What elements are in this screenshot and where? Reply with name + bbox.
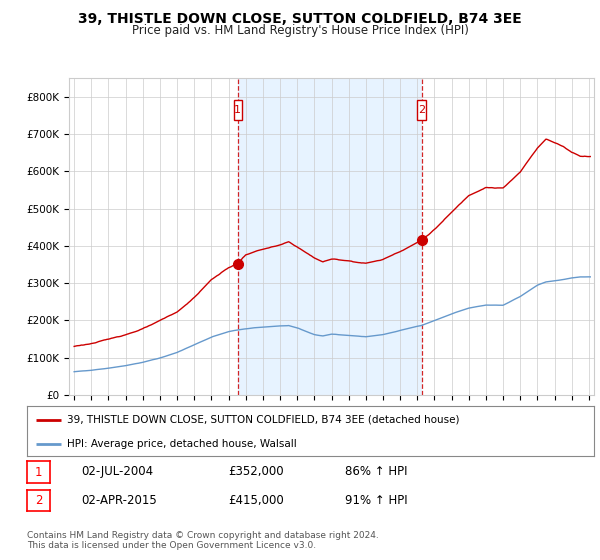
Text: 2: 2 bbox=[418, 105, 425, 115]
Text: 39, THISTLE DOWN CLOSE, SUTTON COLDFIELD, B74 3EE: 39, THISTLE DOWN CLOSE, SUTTON COLDFIELD… bbox=[78, 12, 522, 26]
FancyBboxPatch shape bbox=[417, 100, 426, 120]
FancyBboxPatch shape bbox=[233, 100, 242, 120]
Text: 91% ↑ HPI: 91% ↑ HPI bbox=[345, 493, 407, 507]
Bar bbox=[238, 78, 422, 395]
Text: HPI: Average price, detached house, Walsall: HPI: Average price, detached house, Wals… bbox=[67, 439, 296, 449]
Text: 1: 1 bbox=[235, 105, 241, 115]
Text: 02-JUL-2004: 02-JUL-2004 bbox=[81, 465, 153, 478]
Text: 02-APR-2015: 02-APR-2015 bbox=[81, 493, 157, 507]
Text: 86% ↑ HPI: 86% ↑ HPI bbox=[345, 465, 407, 478]
Text: £352,000: £352,000 bbox=[228, 465, 284, 478]
Text: 39, THISTLE DOWN CLOSE, SUTTON COLDFIELD, B74 3EE (detached house): 39, THISTLE DOWN CLOSE, SUTTON COLDFIELD… bbox=[67, 414, 459, 424]
Text: 2: 2 bbox=[35, 494, 42, 507]
Text: Price paid vs. HM Land Registry's House Price Index (HPI): Price paid vs. HM Land Registry's House … bbox=[131, 24, 469, 36]
Text: Contains HM Land Registry data © Crown copyright and database right 2024.
This d: Contains HM Land Registry data © Crown c… bbox=[27, 531, 379, 550]
Text: £415,000: £415,000 bbox=[228, 493, 284, 507]
Text: 1: 1 bbox=[35, 465, 42, 479]
